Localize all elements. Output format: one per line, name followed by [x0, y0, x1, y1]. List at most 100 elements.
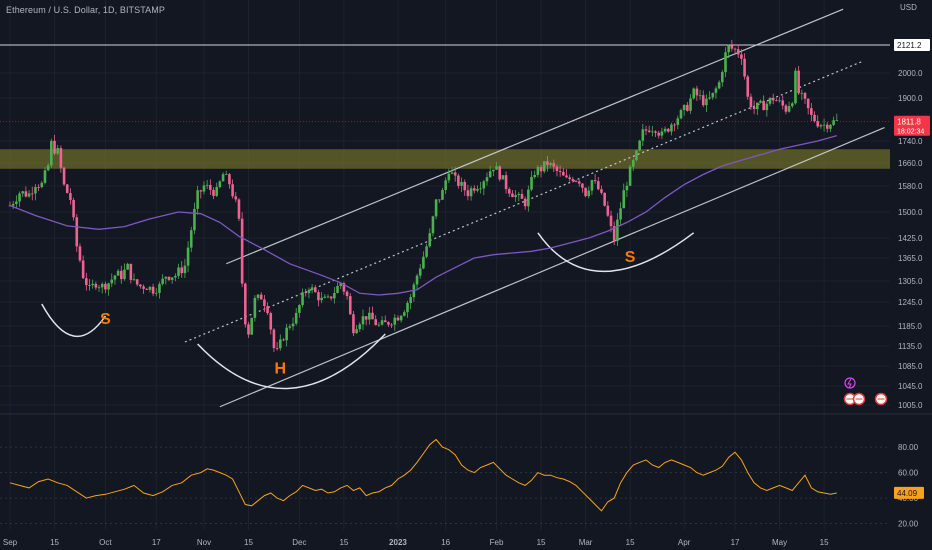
candle-body [482, 181, 486, 189]
candle-body [221, 174, 225, 182]
candle-body [422, 256, 425, 269]
symbol-title[interactable]: Ethereum / U.S. Dollar, 1D, BITSTAMP [6, 5, 165, 15]
candle-body [269, 313, 273, 330]
candle-body [18, 193, 21, 202]
rsi-tick-label: 80.00 [898, 443, 919, 452]
candle-body [571, 179, 575, 181]
pattern-label: H [275, 361, 287, 378]
candle-body [234, 196, 238, 200]
candle-body [91, 283, 94, 286]
candle-body [428, 233, 432, 247]
candle-body [113, 275, 117, 280]
candle-body [97, 287, 101, 289]
pattern-labels-layer: S H S [100, 249, 636, 378]
candle-body [800, 92, 804, 94]
candle-body [740, 54, 743, 59]
rsi-value-label: 44.09 [897, 489, 918, 498]
candle-body [383, 320, 387, 323]
candle-body [819, 125, 823, 127]
candle-body [724, 52, 727, 73]
candle-body [565, 175, 568, 178]
candle-body [81, 260, 85, 279]
candle-body [597, 181, 600, 190]
candle-body [790, 103, 794, 107]
pattern-arc [197, 333, 386, 390]
candle-body [215, 187, 218, 196]
candle-body [600, 189, 603, 193]
candle-body [527, 189, 530, 207]
candle-body [231, 184, 234, 197]
candle-body [434, 199, 438, 217]
candle-body [682, 104, 686, 111]
candle-body [313, 287, 317, 293]
candle-body [59, 148, 63, 168]
candle-body [256, 294, 260, 298]
price-tick-label: 1305.0 [898, 277, 923, 286]
candle-body [253, 297, 257, 318]
candle-body [272, 329, 276, 349]
candle-body [361, 316, 365, 325]
candle-body [743, 58, 746, 77]
drawings-layer [41, 8, 885, 408]
candle-body [590, 180, 594, 191]
candle-body [27, 193, 31, 197]
price-tick-label: 1740.0 [898, 137, 923, 146]
candle-body [291, 323, 295, 327]
candle-body [158, 283, 161, 293]
candle-body [345, 291, 349, 297]
candle-body [444, 180, 447, 190]
candle-body [418, 268, 422, 276]
candle-body [822, 124, 826, 126]
candle-body [504, 175, 508, 190]
candle-body [355, 329, 358, 334]
candle-body [721, 72, 724, 83]
candle-body [460, 181, 463, 186]
candle-body [539, 167, 543, 172]
channel-line [226, 8, 844, 265]
candle-body [584, 187, 587, 197]
currency-label: USD [900, 3, 917, 12]
rsi-tick-label: 60.00 [898, 469, 919, 478]
candle-body [148, 286, 152, 290]
candle-body [670, 124, 673, 132]
candle-body [530, 176, 533, 190]
candle-body [174, 275, 177, 278]
candle-body [183, 265, 187, 274]
candle-body [380, 320, 384, 325]
grid-layer [0, 0, 932, 530]
support-zone [0, 149, 890, 169]
candle-body [558, 170, 562, 172]
candle-body [813, 114, 816, 122]
price-tick-label: 1580.0 [898, 182, 923, 191]
candle-body [679, 110, 683, 119]
candle-body [749, 96, 753, 108]
candle-body [30, 193, 34, 195]
lightning-bolt-icon [847, 378, 852, 389]
candle-body [609, 215, 613, 227]
candle-body [186, 247, 190, 266]
candle-body [329, 296, 333, 299]
candle-body [714, 88, 718, 93]
price-tick-label: 1245.0 [898, 298, 923, 307]
candle-body [320, 297, 323, 301]
candle-body [193, 208, 196, 231]
candle-body [453, 172, 457, 176]
candle-body [425, 246, 428, 257]
candle-body [797, 70, 800, 94]
candle-body [212, 189, 215, 196]
zone-layer [0, 44, 890, 169]
candle-body [606, 205, 610, 216]
candle-body [568, 177, 571, 180]
candle-body [304, 292, 308, 294]
time-tick-label: Dec [292, 538, 306, 547]
candle-body [778, 100, 781, 102]
candle-body [244, 283, 247, 325]
candle-body [11, 203, 15, 206]
candle-body [326, 296, 330, 298]
candle-body [794, 70, 797, 104]
candle-body [218, 181, 222, 188]
candle-body [129, 263, 133, 280]
time-tick-label: 15 [626, 538, 635, 547]
